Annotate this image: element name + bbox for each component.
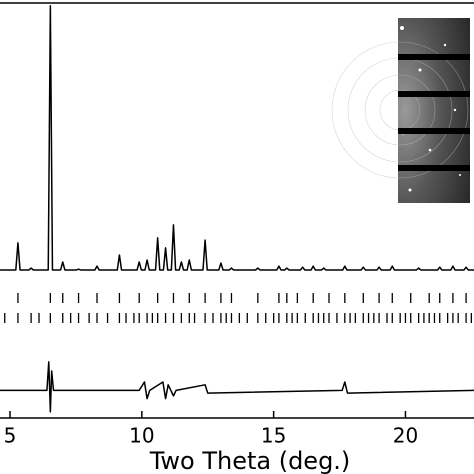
x-tick-label: 15: [261, 424, 286, 448]
x-tick-label: 10: [129, 424, 154, 448]
inset-image: [331, 18, 470, 203]
x-axis-title: Two Theta (deg.): [149, 447, 351, 474]
data-line: [0, 361, 474, 413]
data-line: [0, 5, 474, 271]
x-tick-label: 5: [4, 424, 17, 448]
inset-photo: [398, 18, 470, 203]
x-tick-label: 20: [393, 424, 418, 448]
inset-bars: [398, 54, 470, 171]
